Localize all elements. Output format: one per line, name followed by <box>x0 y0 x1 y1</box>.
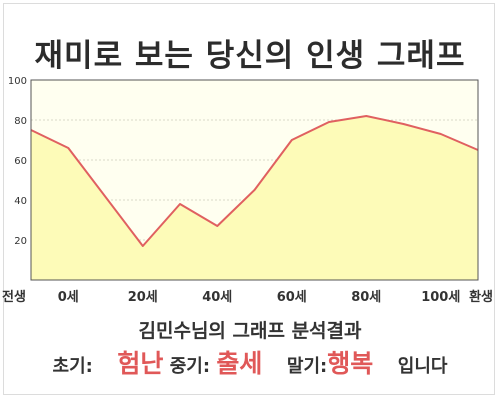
chart-title: 재미로 보는 당신의 인생 그래프 <box>34 38 466 74</box>
late-value: 행복 <box>327 349 374 378</box>
late-label: 말기: <box>286 356 328 377</box>
card-frame <box>3 3 495 395</box>
y-axis-ticks: 20 40 60 80 100 <box>8 76 27 247</box>
x-tick-label: 40세 <box>202 290 232 305</box>
series-line <box>30 115 479 247</box>
mid-value: 출세 <box>216 349 263 378</box>
x-tick-label: 전생 <box>2 289 26 305</box>
y-tick-label: 20 <box>14 236 27 247</box>
early-label: 초기: <box>52 356 93 377</box>
x-axis-ticks: 전생 0세 20세 40세 60세 80세 100세 환생 <box>2 289 493 305</box>
early-value: 험난 <box>117 349 164 378</box>
y-tick-label: 80 <box>14 116 27 127</box>
suffix-text: 입니다 <box>397 356 448 377</box>
analysis-result: 초기: 험난 중기: 출세 말기:행복 입니다 <box>0 344 500 380</box>
life-graph-chart: 20 40 60 80 100 전생 0세 20세 40세 60세 80세 100세 환생 <box>2 76 493 305</box>
series-area <box>31 116 478 280</box>
y-tick-label: 100 <box>8 76 27 87</box>
x-tick-label: 60세 <box>277 290 307 305</box>
mid-label: 중기: <box>169 356 211 377</box>
analysis-title: 김민수님의 그래프 분석결과 <box>138 320 362 342</box>
x-tick-label: 환생 <box>469 289 493 305</box>
x-tick-label: 100세 <box>421 290 460 305</box>
x-tick-label: 20세 <box>128 290 158 305</box>
x-tick-label: 80세 <box>351 290 381 305</box>
y-tick-label: 40 <box>14 196 27 207</box>
plot-border <box>30 79 479 281</box>
y-tick-label: 60 <box>14 156 27 167</box>
x-tick-label: 0세 <box>58 290 79 305</box>
